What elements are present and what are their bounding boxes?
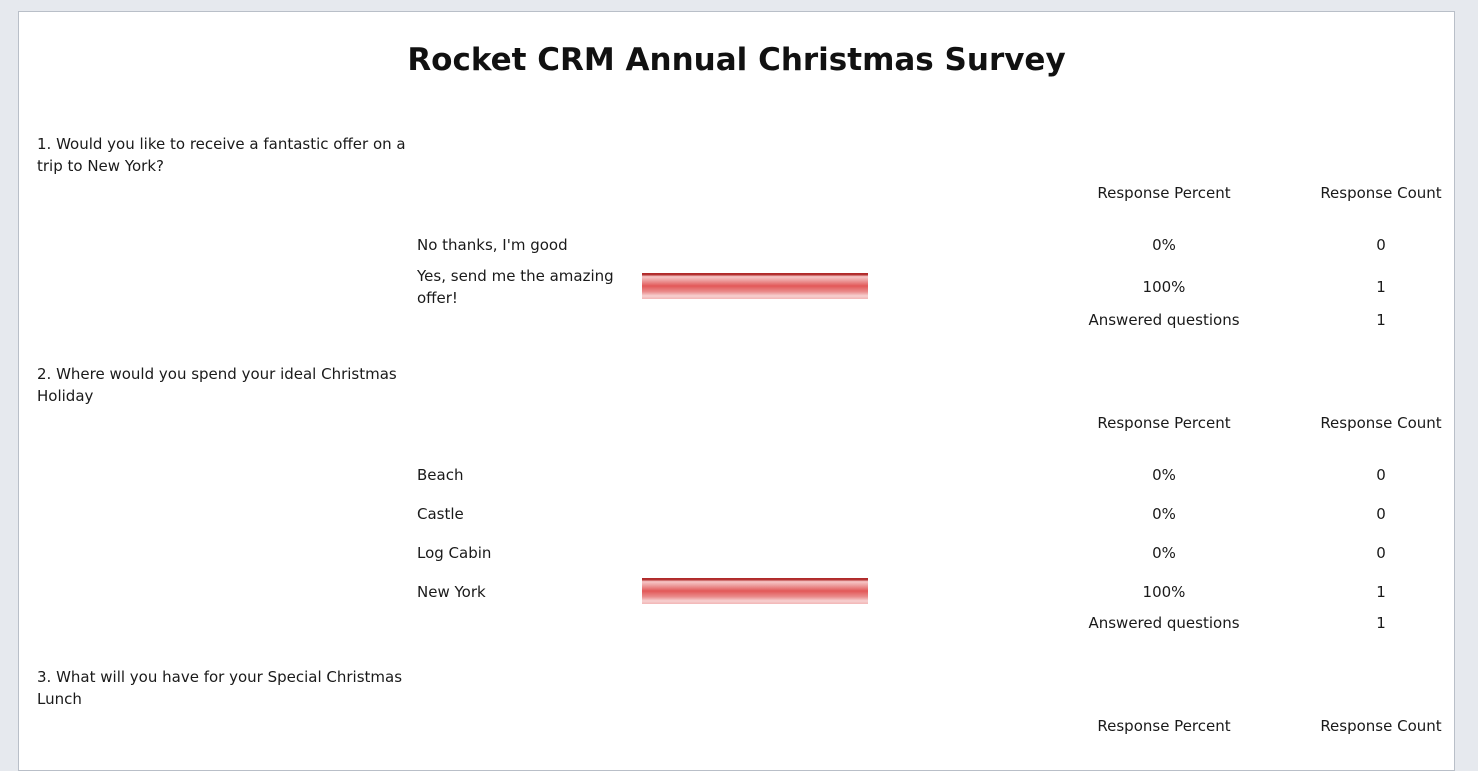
question-2-option-label: New York [417, 583, 486, 601]
question-3-text: 3. What will you have for your Special C… [37, 668, 403, 708]
question-1-answered-count: 1 [1376, 311, 1386, 329]
question-1-option-1-percent: 0% [1152, 236, 1176, 254]
question-1-option-2-bar [642, 273, 868, 299]
question-2-option-label: Log Cabin [417, 544, 492, 562]
question-2-option-3-bar [642, 539, 868, 565]
question-2-option-4-percent: 100% [1142, 583, 1186, 601]
question-2-option-label: Beach [417, 466, 464, 484]
question-1-header-response-percent: Response Percent [1097, 184, 1231, 202]
question-1-option-2-count: 1 [1376, 278, 1386, 296]
question-1-option-1-bar [642, 231, 868, 257]
question-2-option-1-percent: 0% [1152, 466, 1176, 484]
question-2-header-response-count: Response Count [1320, 414, 1442, 432]
question-2-text: 2. Where would you spend your ideal Chri… [37, 365, 397, 405]
question-1-option-label: No thanks, I'm good [417, 236, 568, 254]
question-1-answered-label: Answered questions [1088, 311, 1240, 329]
question-1-option-2-percent: 100% [1142, 278, 1186, 296]
response-bar-fill [642, 273, 868, 299]
question-2-option-1-bar [642, 461, 868, 487]
question-1-option-label: Yes, send me the amazing offer! [417, 267, 614, 307]
question-1-text: 1. Would you like to receive a fantastic… [37, 135, 406, 175]
question-2-option-2-bar [642, 500, 868, 526]
question-3-header-response-percent: Response Percent [1097, 717, 1231, 735]
question-3-header-response-count: Response Count [1320, 717, 1442, 735]
question-2-option-2-count: 0 [1376, 505, 1386, 523]
response-bar-fill [642, 578, 868, 604]
question-2-header-response-percent: Response Percent [1097, 414, 1231, 432]
question-2-option-4-bar [642, 578, 868, 604]
question-2-option-4-count: 1 [1376, 583, 1386, 601]
page-title: Rocket CRM Annual Christmas Survey [407, 42, 1066, 78]
question-2-option-3-percent: 0% [1152, 544, 1176, 562]
question-2-option-3-count: 0 [1376, 544, 1386, 562]
question-2-answered-count: 1 [1376, 614, 1386, 632]
question-2-option-label: Castle [417, 505, 464, 523]
question-2-option-2-percent: 0% [1152, 505, 1176, 523]
question-2-option-1-count: 0 [1376, 466, 1386, 484]
question-1-option-1-count: 0 [1376, 236, 1386, 254]
survey-report-page: Rocket CRM Annual Christmas Survey 1. Wo… [18, 11, 1455, 771]
question-1-header-response-count: Response Count [1320, 184, 1442, 202]
question-2-answered-label: Answered questions [1088, 614, 1240, 632]
